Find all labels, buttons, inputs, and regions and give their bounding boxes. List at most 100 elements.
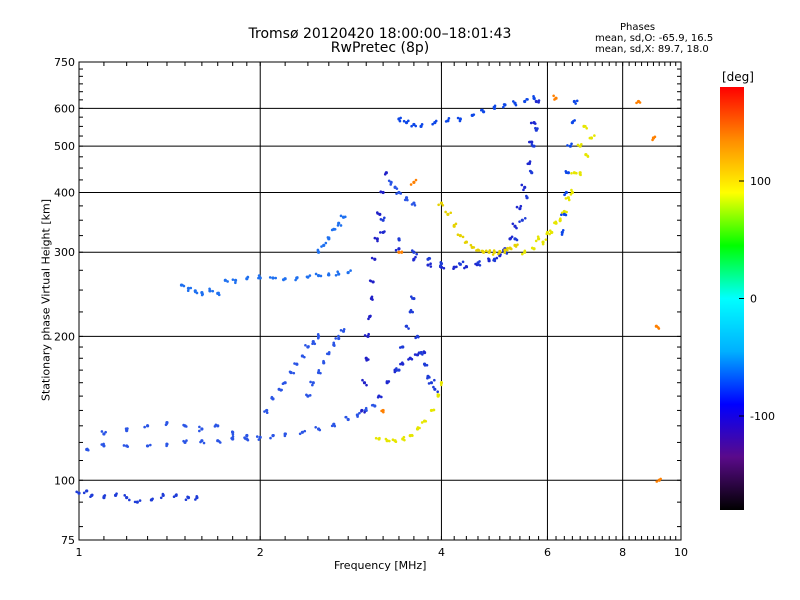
data-point — [381, 218, 385, 222]
data-point — [360, 409, 363, 413]
x-tick-label: 8 — [619, 546, 626, 559]
data-point — [363, 409, 367, 412]
data-point — [230, 436, 233, 440]
data-point — [333, 424, 337, 428]
data-point — [418, 426, 421, 430]
data-point — [536, 237, 541, 241]
data-point — [484, 249, 488, 253]
data-point — [85, 489, 88, 493]
y-tick-label: 600 — [54, 102, 75, 115]
data-point — [189, 286, 193, 290]
data-point — [100, 430, 104, 433]
data-point — [296, 276, 299, 279]
data-point — [488, 249, 492, 252]
data-point — [200, 427, 204, 431]
data-point — [195, 291, 199, 295]
x-tick-label: 1 — [76, 546, 83, 559]
data-point — [410, 357, 414, 361]
data-point — [568, 144, 572, 148]
data-point — [477, 249, 481, 252]
data-point — [528, 169, 532, 173]
data-point — [444, 120, 448, 123]
data-point — [404, 324, 408, 328]
data-point — [365, 359, 368, 362]
x-axis-label: Frequency [MHz] — [334, 559, 427, 572]
data-point — [564, 171, 568, 175]
data-point — [330, 228, 334, 232]
y-tick-label: 300 — [54, 246, 75, 259]
data-point — [420, 421, 424, 424]
data-point — [265, 411, 269, 415]
data-point — [510, 235, 514, 239]
data-point — [398, 238, 401, 242]
data-point — [336, 270, 339, 274]
data-point — [395, 192, 398, 195]
data-point — [320, 245, 323, 248]
data-point — [268, 276, 272, 279]
data-point — [201, 292, 204, 296]
data-point — [398, 119, 402, 123]
data-point — [572, 119, 575, 123]
data-point — [521, 252, 524, 256]
data-point — [301, 354, 304, 358]
data-point — [211, 289, 215, 293]
data-point — [565, 210, 568, 214]
data-point — [327, 350, 331, 354]
data-point — [442, 266, 446, 270]
data-point — [412, 180, 416, 184]
data-point — [325, 352, 329, 356]
data-point — [406, 198, 409, 202]
data-point — [292, 371, 296, 375]
data-point — [182, 284, 186, 288]
data-point — [90, 493, 94, 497]
data-point — [400, 251, 403, 254]
data-point — [493, 259, 497, 263]
data-point — [593, 134, 596, 137]
data-point — [541, 242, 545, 246]
data-point — [77, 492, 81, 495]
data-point — [518, 220, 521, 223]
data-point — [279, 389, 283, 392]
data-point — [371, 403, 375, 407]
data-point — [194, 498, 197, 501]
data-point — [234, 281, 237, 285]
data-point — [434, 119, 438, 123]
data-point — [272, 434, 275, 437]
data-point — [381, 190, 385, 195]
data-point — [454, 222, 458, 226]
data-point — [358, 411, 361, 415]
data-point — [415, 353, 420, 357]
axis-ticks: 1 2 4 6 8 10 75 100 200 300 400 500 600 750 — [54, 56, 688, 559]
data-point — [421, 353, 424, 356]
x-tick-label: 6 — [544, 546, 551, 559]
data-point — [526, 162, 530, 166]
data-point — [534, 99, 538, 104]
data-point — [527, 140, 531, 144]
data-point — [346, 271, 350, 275]
data-point — [257, 276, 260, 280]
data-point — [427, 382, 431, 385]
data-point — [383, 216, 386, 220]
data-point — [336, 224, 340, 227]
data-point — [326, 236, 330, 239]
data-point — [343, 215, 347, 219]
data-point — [410, 433, 414, 437]
data-point — [308, 274, 312, 277]
data-point — [175, 493, 178, 496]
data-point — [305, 393, 308, 397]
data-point — [635, 101, 638, 105]
data-point — [378, 436, 381, 440]
data-point — [339, 328, 343, 332]
data-point — [407, 358, 410, 361]
data-point — [584, 125, 587, 128]
data-point — [366, 334, 370, 338]
data-point — [384, 437, 388, 441]
data-point — [514, 245, 518, 248]
data-point — [437, 203, 440, 207]
data-point — [86, 448, 90, 452]
data-point — [439, 383, 443, 387]
data-point — [515, 205, 519, 209]
colorbar-ticks: 100 0 -100 — [739, 175, 775, 423]
data-point — [149, 443, 152, 447]
data-point — [387, 179, 391, 183]
